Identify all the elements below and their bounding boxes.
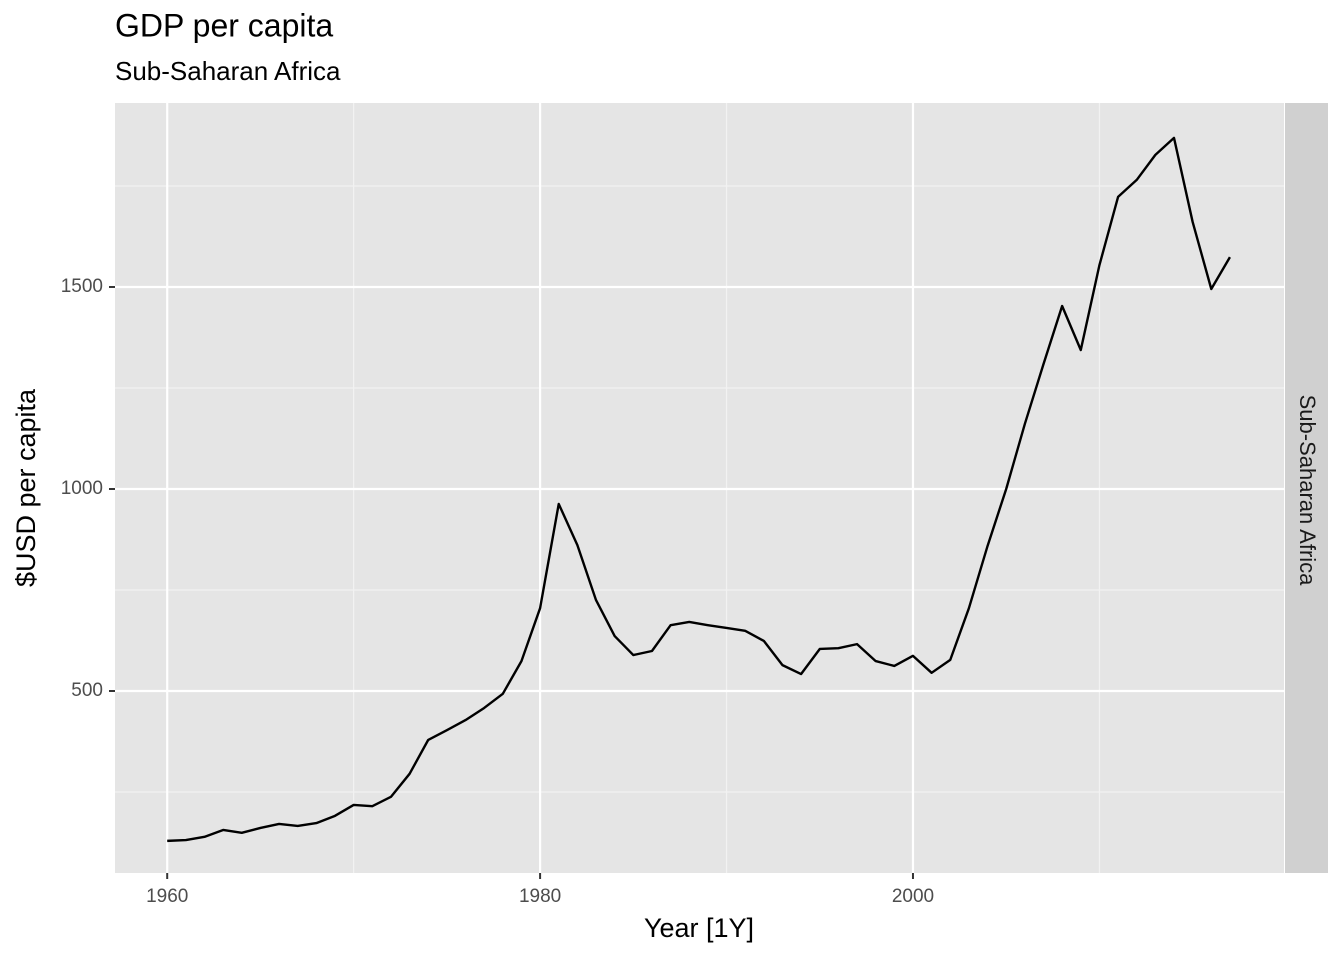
x-tick-label: 1980 (519, 886, 561, 907)
y-tick-label: 1000 (61, 478, 103, 499)
chart-title: GDP per capita (115, 7, 333, 43)
y-tick-label: 1500 (61, 276, 103, 297)
facet-label: Sub-Saharan Africa (1295, 395, 1320, 587)
facet-strip (1285, 103, 1328, 873)
y-tick-label: 500 (71, 680, 103, 701)
chart-subtitle: Sub-Saharan Africa (115, 56, 341, 86)
x-tick-label: 2000 (892, 886, 934, 907)
x-tick-label: 1960 (146, 886, 188, 907)
x-axis-label: Year [1Y] (644, 913, 754, 943)
line (167, 136, 1231, 843)
y-axis-label: $USD per capita (11, 388, 41, 587)
